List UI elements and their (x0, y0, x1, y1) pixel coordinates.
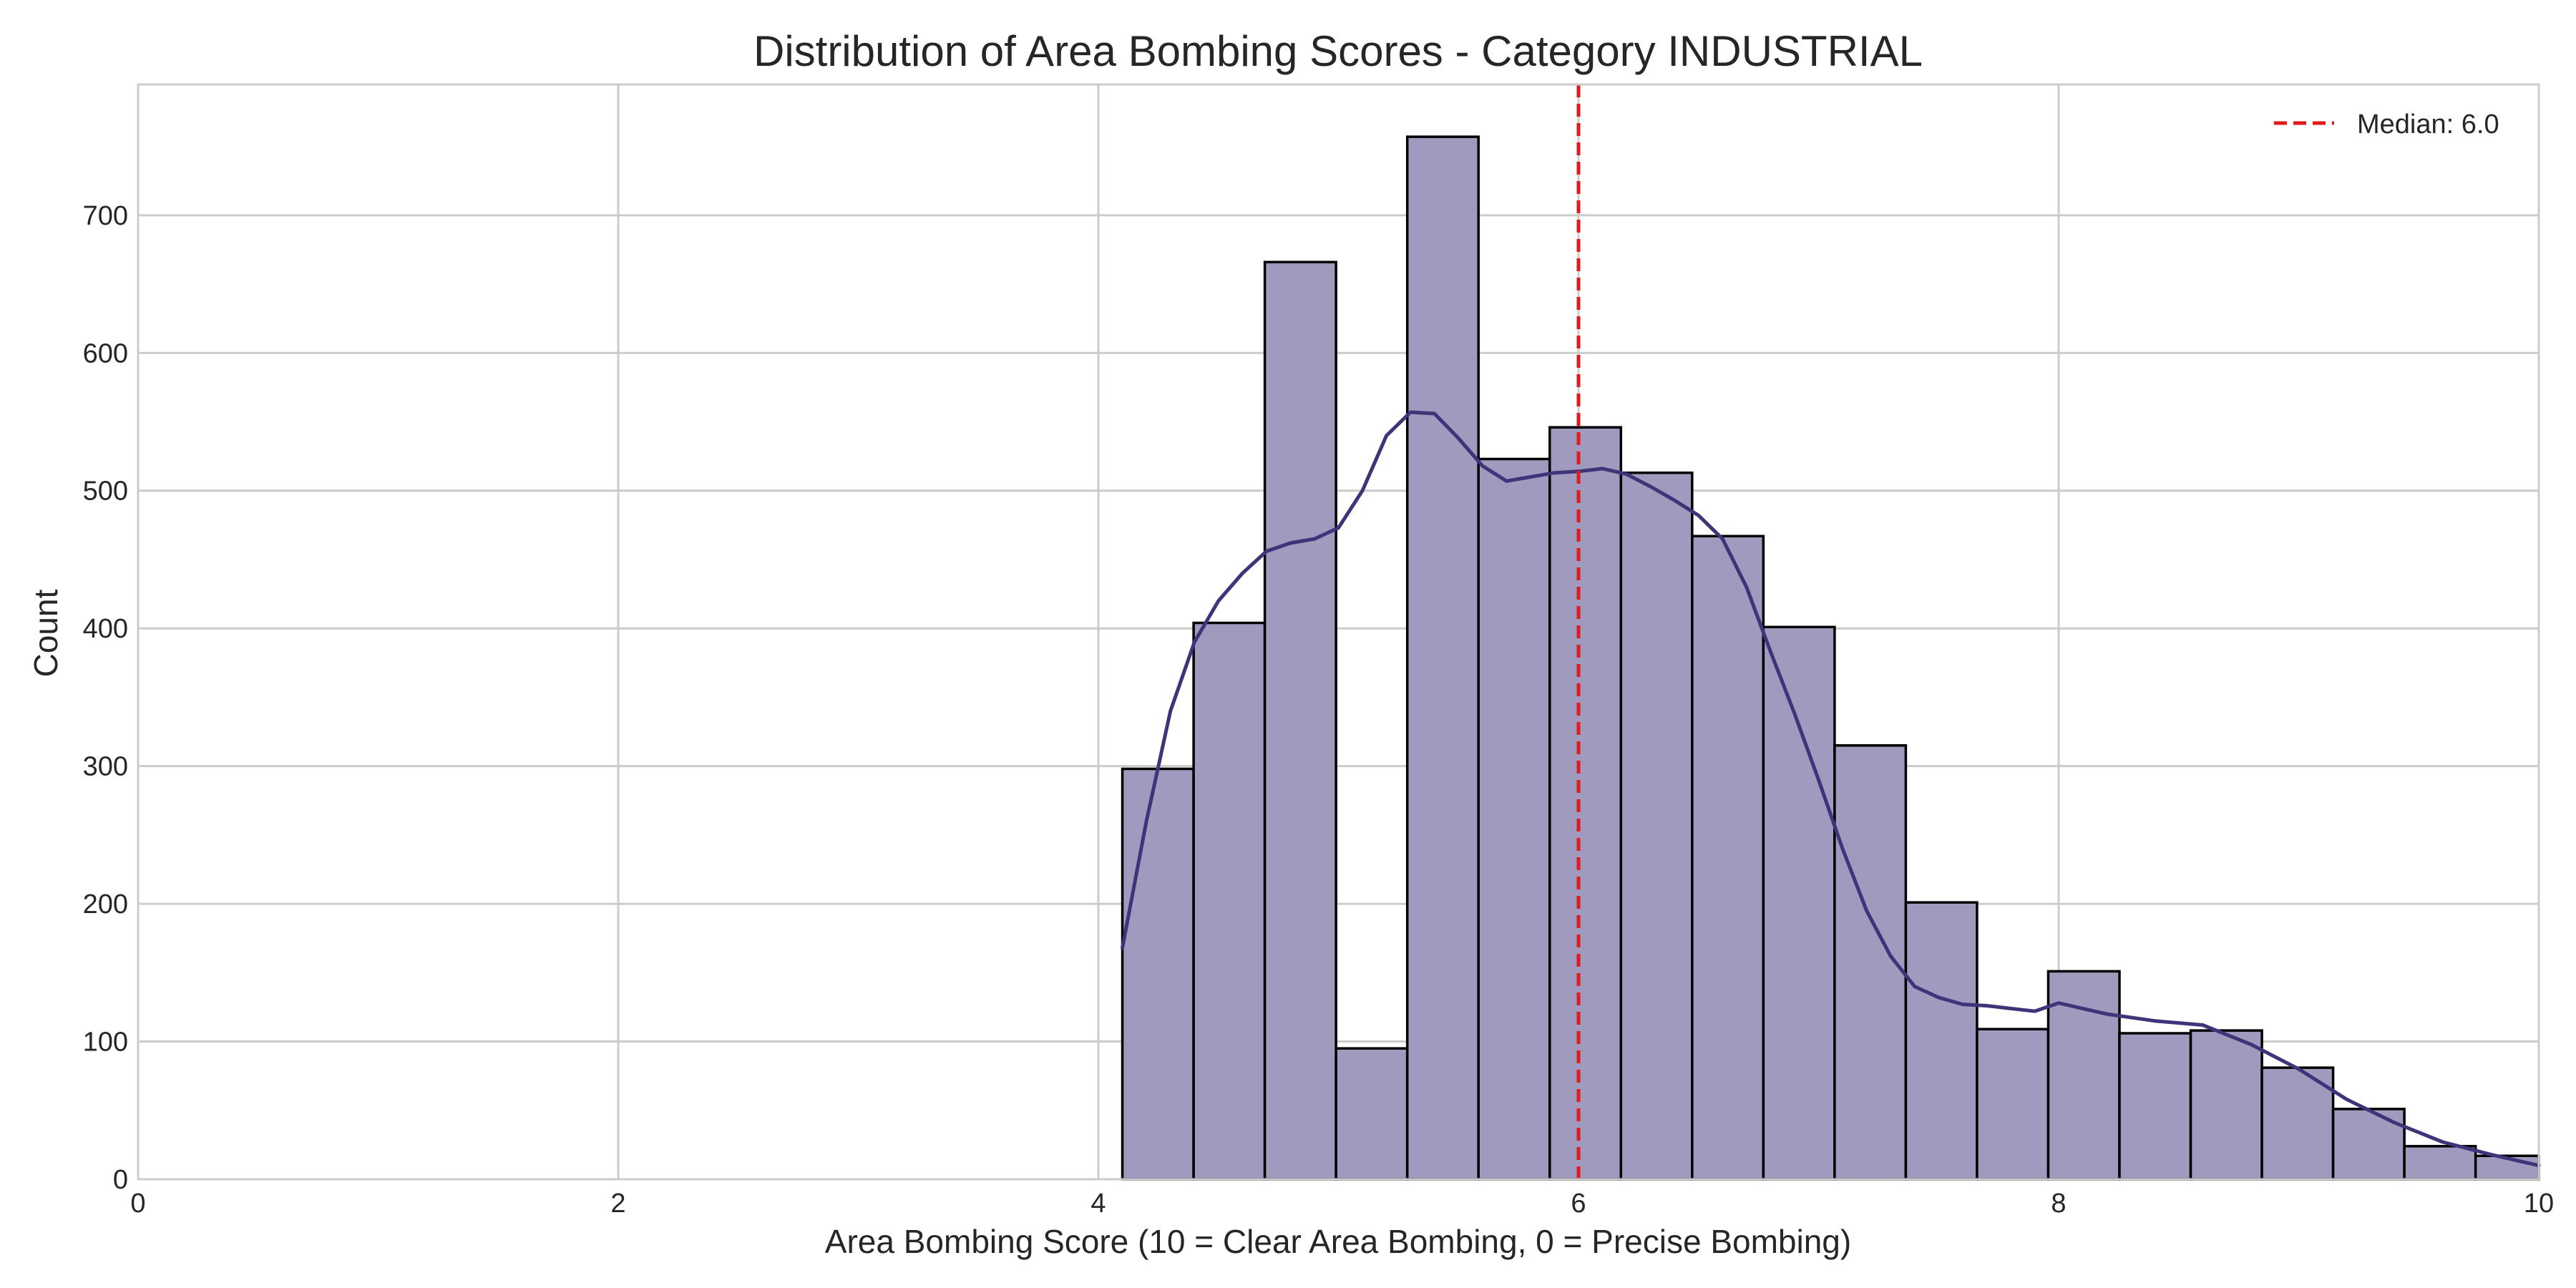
y-tick-label: 200 (83, 889, 128, 919)
y-tick-label: 500 (83, 477, 128, 507)
chart-title: Distribution of Area Bombing Scores - Ca… (753, 27, 1923, 75)
kde-curve (1121, 410, 2541, 1168)
y-tick-label: 600 (83, 338, 128, 369)
y-axis-label: Count (27, 589, 64, 677)
y-tick-label: 700 (83, 201, 128, 231)
y-tick-label: 400 (83, 614, 128, 644)
histogram-bar (1904, 901, 1979, 1181)
histogram-bar (2403, 1145, 2477, 1181)
histogram-bar (1263, 260, 1337, 1181)
histogram-bar (2118, 1032, 2192, 1181)
histogram-bar (1976, 1028, 2050, 1181)
histogram-bar (1192, 621, 1267, 1181)
x-tick-label: 0 (130, 1189, 145, 1219)
histogram-bar (1548, 426, 1623, 1181)
histogram-bar (1335, 1047, 1409, 1181)
legend: Median: 6.0 (2274, 109, 2499, 140)
x-tick-label: 10 (2524, 1189, 2554, 1219)
histogram-bar (2189, 1029, 2263, 1181)
x-tick-label: 2 (610, 1189, 625, 1219)
histogram-bar (1405, 135, 1480, 1181)
histogram-bar (2331, 1108, 2406, 1181)
y-tick-label: 300 (83, 752, 128, 782)
histogram-bars (1121, 135, 2540, 1181)
legend-median-label: Median: 6.0 (2357, 109, 2499, 140)
histogram-bar (1477, 457, 1551, 1181)
x-axis-label: Area Bombing Score (10 = Clear Area Bomb… (825, 1223, 1851, 1260)
histogram-bar (1619, 471, 1694, 1181)
x-tick-label: 4 (1091, 1189, 1106, 1219)
x-tick-label: 6 (1571, 1189, 1586, 1219)
plot-frame (137, 83, 2540, 1181)
histogram-bar (1762, 625, 1836, 1181)
histogram-bar (1121, 767, 1195, 1181)
histogram-bar (1691, 535, 1765, 1181)
x-tick-label: 8 (2051, 1189, 2066, 1219)
y-tick-label: 0 (113, 1165, 128, 1195)
x-axis-ticks: 0 2 4 6 8 10 (130, 1189, 2554, 1219)
y-axis-ticks: 0 100 200 300 400 500 600 700 (83, 201, 128, 1195)
y-tick-label: 100 (83, 1028, 128, 1058)
